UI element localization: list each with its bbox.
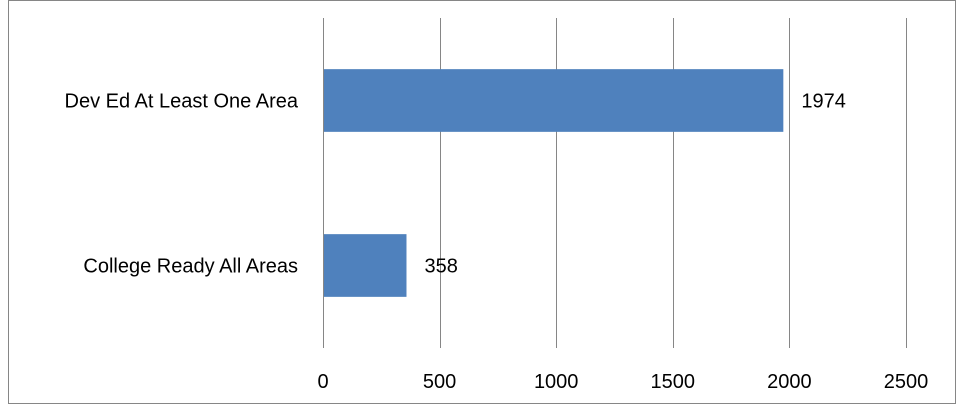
data-label: 1974: [801, 91, 846, 113]
category-label: College Ready All Areas: [83, 256, 298, 278]
data-labels: 1974 358: [424, 91, 845, 278]
data-label: 358: [424, 256, 457, 278]
chart-frame: [8, 0, 956, 404]
x-tick-label: 1500: [651, 371, 696, 393]
value-axis-ticks: 0 500 1000 1500 2000 2500: [317, 371, 928, 393]
x-tick-label: 0: [317, 371, 328, 393]
x-tick-label: 2500: [884, 371, 929, 393]
category-labels: Dev Ed At Least One Area College Ready Al…: [65, 91, 299, 278]
x-tick-label: 500: [423, 371, 456, 393]
category-label: Dev Ed At Least One Area: [65, 91, 299, 113]
bar-1: [323, 69, 784, 132]
bars: [323, 69, 784, 297]
grid-lines: [440, 18, 907, 348]
x-tick-label: 1000: [534, 371, 579, 393]
x-tick-label: 2000: [767, 371, 812, 393]
bar-2: [323, 234, 407, 297]
